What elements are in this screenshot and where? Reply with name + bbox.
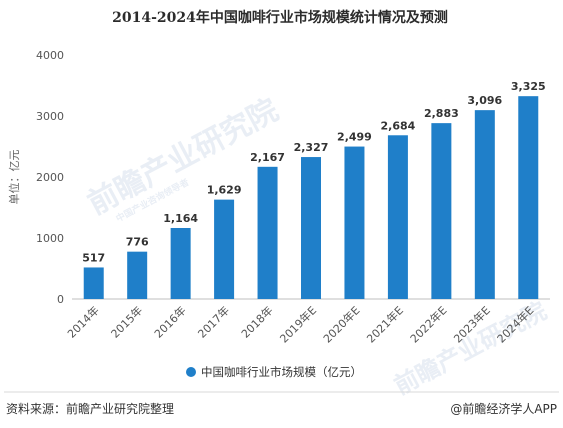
bar xyxy=(127,251,148,299)
y-axis-ticks: 0 1000 2000 3000 4000 xyxy=(36,49,64,306)
x-axis-ticks: 2014年 2015年 2016年 2017年 2018年 2019年E 2020年E 202… xyxy=(64,303,536,345)
data-label: 3,325 xyxy=(511,80,546,93)
y-tick-label: 1000 xyxy=(36,232,64,245)
x-tick-label: 2017年 xyxy=(195,303,232,340)
y-tick-label: 2000 xyxy=(36,171,64,184)
data-label: 1,629 xyxy=(207,184,242,197)
data-labels: 517 776 1,164 1,629 2,167 2,327 2,499 2,684 2,88… xyxy=(82,80,545,264)
data-label: 517 xyxy=(82,251,105,264)
bars xyxy=(83,96,539,300)
x-tick-label: 2020年E xyxy=(320,303,362,345)
chart-title: 2014-2024年中国咖啡行业市场规模统计情况及预测 xyxy=(112,9,448,26)
bar xyxy=(431,123,452,300)
bar xyxy=(214,199,235,299)
bar xyxy=(83,267,104,299)
source-note: 资料来源：前瞻产业研究院整理 xyxy=(6,401,174,416)
data-label: 1,164 xyxy=(163,212,198,225)
x-tick-label: 2019年E xyxy=(277,303,319,345)
bar xyxy=(387,135,408,299)
x-tick-label: 2016年 xyxy=(151,303,188,340)
x-tick-label: 2015年 xyxy=(108,303,145,340)
bar xyxy=(301,157,321,299)
y-axis-label: 单位：亿元 xyxy=(7,150,21,205)
x-tick-label: 2022年E xyxy=(407,303,449,345)
y-tick-label: 0 xyxy=(57,293,64,306)
bar xyxy=(518,96,539,299)
legend-label: 中国咖啡行业市场规模（亿元） xyxy=(201,365,362,379)
bar xyxy=(474,110,495,299)
bar xyxy=(170,227,191,299)
bar xyxy=(257,166,278,299)
data-label: 776 xyxy=(126,236,149,249)
data-label: 3,096 xyxy=(467,94,502,107)
y-tick-label: 4000 xyxy=(36,49,64,62)
brand-credit: @前瞻经济学人APP xyxy=(450,401,557,416)
x-tick-label: 2021年E xyxy=(364,303,406,345)
y-tick-label: 3000 xyxy=(36,110,64,123)
data-label: 2,499 xyxy=(337,131,372,144)
legend: 中国咖啡行业市场规模（亿元） xyxy=(186,365,362,379)
data-label: 2,684 xyxy=(381,119,416,132)
bar xyxy=(344,146,365,299)
legend-marker xyxy=(186,367,196,377)
x-tick-label: 2014年 xyxy=(64,303,101,340)
data-label: 2,327 xyxy=(294,141,329,154)
x-tick-label: 2018年 xyxy=(238,303,275,340)
data-label: 2,167 xyxy=(250,151,285,164)
data-label: 2,883 xyxy=(424,107,459,120)
